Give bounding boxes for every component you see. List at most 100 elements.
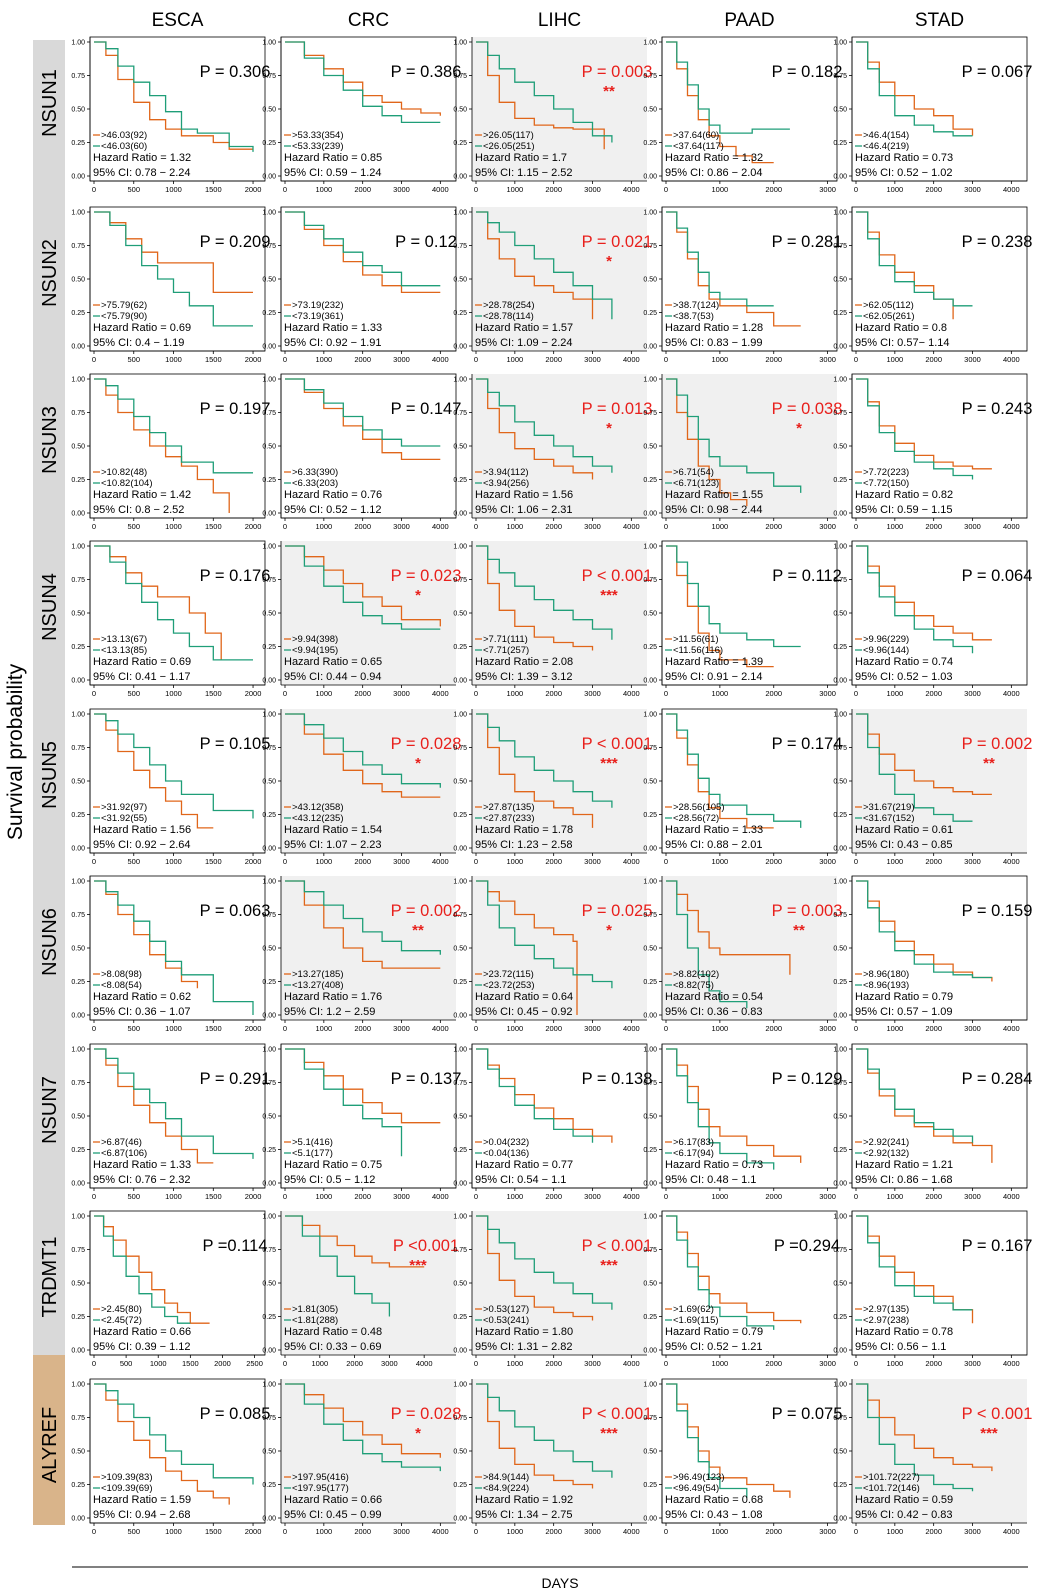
- x-tick-label: 2000: [354, 1024, 371, 1033]
- y-tick-label: 1.00: [453, 40, 467, 47]
- y-tick-label: 1.00: [833, 712, 847, 719]
- y-tick-label: 0.00: [453, 1181, 467, 1188]
- panel-frame: [661, 708, 838, 854]
- x-tick-label: 3000: [964, 522, 981, 531]
- legend-low-label: <3.94(256): [483, 478, 529, 489]
- hazard-ratio-label: Hazard Ratio = 2.08: [475, 656, 573, 668]
- y-tick-label: 0.75: [833, 243, 847, 250]
- legend-low-label: <109.39(69): [101, 1483, 153, 1494]
- p-value-label: P = 0.025: [582, 902, 653, 920]
- x-tick-label: 1000: [886, 1192, 903, 1201]
- y-tick-label: 1.00: [71, 1382, 85, 1389]
- y-tick-label: 1.00: [833, 377, 847, 384]
- x-tick-label: 3000: [393, 355, 410, 364]
- y-tick-label: 0.00: [833, 344, 847, 351]
- x-tick-label: 3000: [964, 857, 981, 866]
- gene-label-nsun3: NSUN3: [39, 406, 61, 474]
- legend-high-label: >1.81(305): [292, 1304, 338, 1315]
- legend-low-label: <84.9(224): [483, 1483, 529, 1494]
- p-value-label: P = 0.386: [391, 63, 462, 81]
- panel-frame: [472, 541, 647, 685]
- legend-high-label: >8.08(98): [101, 969, 142, 980]
- y-tick-label: 0.00: [71, 1013, 85, 1020]
- x-tick-label: 0: [283, 185, 287, 194]
- hazard-ratio-label: Hazard Ratio = 0.73: [855, 152, 953, 164]
- x-tick-label: 4000: [623, 857, 640, 866]
- x-tick-label: 1000: [315, 857, 332, 866]
- x-tick-label: 2000: [925, 1024, 942, 1033]
- hazard-ratio-label: Hazard Ratio = 0.82: [855, 489, 953, 501]
- x-tick-label: 1500: [205, 355, 222, 364]
- km-panel-nsun7-stad: 1.00 0.75 0.50 0.25 0.00 0 1000 2000 3000 4000 P =…: [833, 1043, 1033, 1201]
- y-tick-label: 1.00: [453, 1382, 467, 1389]
- legend-low-label: <5.1(177): [292, 1148, 333, 1159]
- y-tick-label: 0.50: [453, 444, 467, 451]
- survival-curve-low: [476, 880, 613, 989]
- hazard-ratio-label: Hazard Ratio = 1.42: [93, 489, 191, 501]
- km-panel-nsun7-crc: 1.00 0.75 0.50 0.25 0.00 0 1000 2000 3000 4000 P =…: [262, 1043, 461, 1201]
- km-panel-nsun1-stad: 1.00 0.75 0.50 0.25 0.00 0 1000 2000 3000 4000 P =…: [833, 36, 1032, 194]
- writer-gene-strip: [33, 40, 65, 1355]
- y-tick-label: 0.25: [833, 644, 847, 651]
- legend-high-label: >53.33(354): [292, 130, 344, 141]
- hazard-ratio-label: Hazard Ratio = 1.56: [93, 824, 191, 836]
- y-tick-label: 1.00: [643, 1047, 657, 1054]
- legend-low-label: <101.72(146): [863, 1483, 920, 1494]
- panel-frame: [89, 540, 266, 686]
- hazard-ratio-label: Hazard Ratio = 1.33: [93, 1159, 191, 1171]
- x-tick-label: 0: [474, 185, 478, 194]
- survival-curve-low: [856, 545, 974, 654]
- x-tick-label: 500: [128, 185, 141, 194]
- legend-low-label: <0.53(241): [483, 1315, 529, 1326]
- survival-curve-low: [285, 1048, 403, 1157]
- y-tick-label: 0.75: [71, 243, 85, 250]
- y-tick-label: 0.75: [262, 1080, 276, 1087]
- x-tick-label: 4000: [432, 857, 449, 866]
- confidence-interval-label: 95% CI: 0.57− 1.14: [855, 337, 949, 349]
- x-tick-label: 2000: [925, 355, 942, 364]
- x-tick-label: 0: [92, 185, 96, 194]
- x-tick-label: 3000: [393, 689, 410, 698]
- y-tick-label: 0.50: [71, 444, 85, 451]
- survival-curve-high: [94, 41, 253, 150]
- x-tick-label: 1000: [315, 1024, 332, 1033]
- survival-curve-low: [476, 1215, 613, 1310]
- x-tick-label: 1000: [886, 857, 903, 866]
- y-tick-label: 0.50: [643, 946, 657, 953]
- x-tick-label: 3000: [393, 1192, 410, 1201]
- y-tick-label: 0.75: [833, 912, 847, 919]
- significance-stars: ***: [409, 1257, 427, 1274]
- confidence-interval-label: 95% CI: 1.34 − 2.75: [475, 1509, 573, 1521]
- legend-low-label: <6.33(203): [292, 478, 338, 489]
- panel-frame: [281, 1379, 456, 1523]
- significance-stars: *: [415, 1425, 421, 1442]
- x-tick-label: 4000: [1003, 355, 1020, 364]
- x-tick-label: 1000: [311, 1359, 328, 1368]
- x-tick-label: 4000: [432, 185, 449, 194]
- gene-row-strips: NSUN1 NSUN2 NSUN3 NSUN4 NSUN5 NSUN6 NSUN7 TRDMT…: [33, 40, 65, 1525]
- x-tick-label: 4000: [1003, 1192, 1020, 1201]
- y-tick-label: 0.00: [262, 174, 276, 181]
- x-tick-label: 1000: [150, 1359, 167, 1368]
- km-panel-nsun3-paad: 1.00 0.75 0.50 0.25 0.00 0 1000 2000 3000 P = 0.0…: [643, 374, 842, 531]
- x-tick-label: 4000: [432, 1527, 449, 1536]
- y-tick-label: 0.25: [453, 979, 467, 986]
- confidence-interval-label: 95% CI: 1.39 − 3.12: [475, 671, 573, 683]
- x-tick-label: 2000: [245, 1024, 262, 1033]
- hazard-ratio-label: Hazard Ratio = 0.69: [93, 656, 191, 668]
- p-value-label: P = 0.284: [962, 1070, 1033, 1088]
- p-value-label: P = 0.209: [200, 233, 271, 251]
- km-panel-nsun1-paad: 1.00 0.75 0.50 0.25 0.00 0 1000 2000 3000 P = 0.1…: [643, 36, 842, 194]
- x-tick-label: 3000: [393, 185, 410, 194]
- confidence-interval-label: 95% CI: 0.91 − 2.14: [665, 671, 763, 683]
- hazard-ratio-label: Hazard Ratio = 1.33: [284, 322, 382, 334]
- p-value-label: P = 0.013: [582, 400, 653, 418]
- legend-high-label: >0.04(232): [483, 1137, 529, 1148]
- y-tick-label: 1.00: [643, 712, 657, 719]
- confidence-interval-label: 95% CI: 0.86 − 2.04: [665, 167, 763, 179]
- significance-stars: ***: [980, 1425, 998, 1442]
- survival-curve-high: [476, 211, 594, 320]
- x-tick-label: 1000: [712, 857, 729, 866]
- y-tick-label: 1.00: [262, 210, 276, 217]
- hazard-ratio-label: Hazard Ratio = 1.92: [475, 1494, 573, 1506]
